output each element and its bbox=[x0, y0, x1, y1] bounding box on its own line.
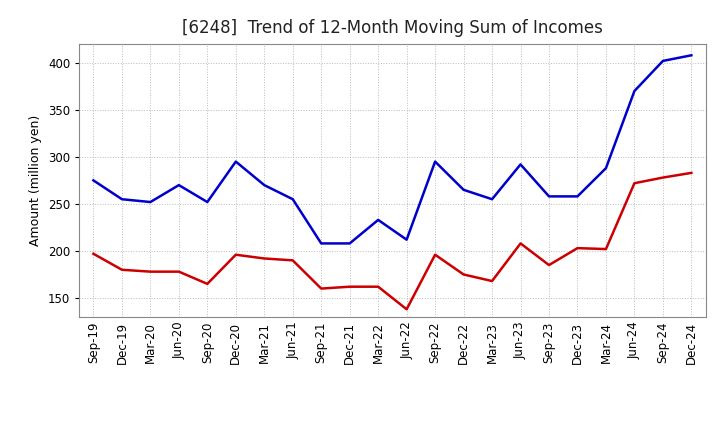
Net Income bbox=[687, 170, 696, 176]
Net Income bbox=[573, 246, 582, 251]
Line: Ordinary Income: Ordinary Income bbox=[94, 55, 691, 243]
Net Income bbox=[289, 258, 297, 263]
Ordinary Income bbox=[89, 178, 98, 183]
Ordinary Income bbox=[545, 194, 554, 199]
Ordinary Income bbox=[289, 197, 297, 202]
Y-axis label: Amount (million yen): Amount (million yen) bbox=[30, 115, 42, 246]
Ordinary Income bbox=[402, 237, 411, 242]
Net Income bbox=[459, 272, 468, 277]
Net Income bbox=[545, 262, 554, 268]
Ordinary Income bbox=[203, 199, 212, 205]
Ordinary Income bbox=[630, 88, 639, 94]
Net Income bbox=[232, 252, 240, 257]
Ordinary Income bbox=[260, 183, 269, 188]
Line: Net Income: Net Income bbox=[94, 173, 691, 309]
Ordinary Income bbox=[232, 159, 240, 164]
Ordinary Income bbox=[146, 199, 155, 205]
Ordinary Income bbox=[687, 53, 696, 58]
Ordinary Income bbox=[459, 187, 468, 192]
Net Income bbox=[516, 241, 525, 246]
Net Income bbox=[374, 284, 382, 290]
Ordinary Income bbox=[573, 194, 582, 199]
Net Income bbox=[602, 246, 611, 252]
Ordinary Income bbox=[346, 241, 354, 246]
Net Income bbox=[659, 175, 667, 180]
Ordinary Income bbox=[117, 197, 126, 202]
Net Income bbox=[630, 180, 639, 186]
Net Income bbox=[487, 279, 496, 284]
Net Income bbox=[174, 269, 183, 274]
Ordinary Income bbox=[602, 165, 611, 171]
Ordinary Income bbox=[487, 197, 496, 202]
Net Income bbox=[346, 284, 354, 290]
Title: [6248]  Trend of 12-Month Moving Sum of Incomes: [6248] Trend of 12-Month Moving Sum of I… bbox=[182, 19, 603, 37]
Net Income bbox=[260, 256, 269, 261]
Ordinary Income bbox=[374, 217, 382, 223]
Ordinary Income bbox=[317, 241, 325, 246]
Net Income bbox=[402, 307, 411, 312]
Net Income bbox=[146, 269, 155, 274]
Ordinary Income bbox=[174, 183, 183, 188]
Ordinary Income bbox=[516, 162, 525, 167]
Net Income bbox=[431, 252, 439, 257]
Net Income bbox=[203, 281, 212, 286]
Net Income bbox=[117, 267, 126, 272]
Ordinary Income bbox=[659, 58, 667, 63]
Ordinary Income bbox=[431, 159, 439, 164]
Net Income bbox=[317, 286, 325, 291]
Net Income bbox=[89, 251, 98, 257]
